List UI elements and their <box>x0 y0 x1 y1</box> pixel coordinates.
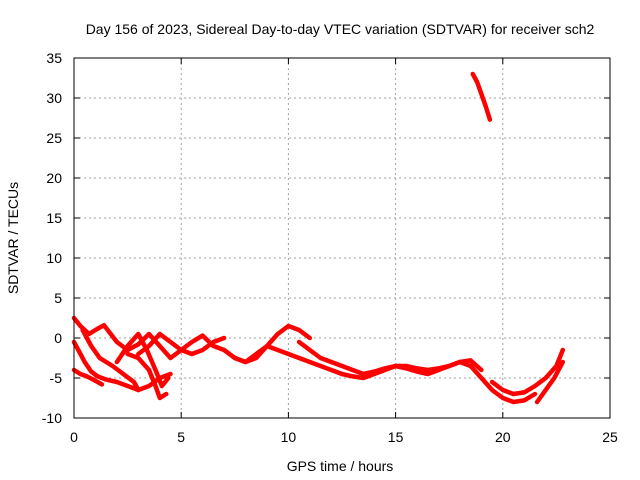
x-axis-label: GPS time / hours <box>287 458 394 474</box>
y-tick-label: -10 <box>42 410 62 426</box>
y-tick-label: 0 <box>54 330 62 346</box>
y-tick-label: 10 <box>46 250 62 266</box>
grid <box>74 58 610 418</box>
y-tick-label: 5 <box>54 290 62 306</box>
x-tick-label: 5 <box>177 429 185 445</box>
x-tick-label: 15 <box>388 429 404 445</box>
y-tick-label: 30 <box>46 90 62 106</box>
series-line-sat-k <box>489 347 566 397</box>
series-line-sat-b <box>71 339 173 393</box>
series-line-sat-d <box>80 327 141 393</box>
series-group <box>71 71 566 405</box>
y-tick-label: 25 <box>46 130 62 146</box>
series-line-sat-l <box>534 359 566 405</box>
x-tick-label: 10 <box>281 429 297 445</box>
y-tick-label: -5 <box>50 370 63 386</box>
y-tick-label: 20 <box>46 170 62 186</box>
series-line-sat-f <box>125 351 169 401</box>
series-line-sat-i <box>296 339 484 377</box>
y-axis-label: SDTVAR / TECUs <box>5 182 21 294</box>
x-tick-label: 20 <box>495 429 511 445</box>
axis-ticks: 0 5 10 15 20 25 -10 -5 0 5 10 15 20 25 30 35 <box>42 50 618 445</box>
y-tick-label: 15 <box>46 210 62 226</box>
chart-title: Day 156 of 2023, Sidereal Day-to-day VTE… <box>86 21 595 37</box>
series-line-sat-g <box>136 331 227 357</box>
series-line-sat-a <box>71 315 313 365</box>
series-line-sat-h <box>221 343 538 405</box>
x-tick-label: 0 <box>70 429 78 445</box>
y-tick-label: 35 <box>46 50 62 66</box>
plot-frame <box>73 57 611 419</box>
x-tick-label: 25 <box>602 429 618 445</box>
series-line-sat-j <box>470 71 493 122</box>
series-line-sat-c <box>71 367 105 387</box>
